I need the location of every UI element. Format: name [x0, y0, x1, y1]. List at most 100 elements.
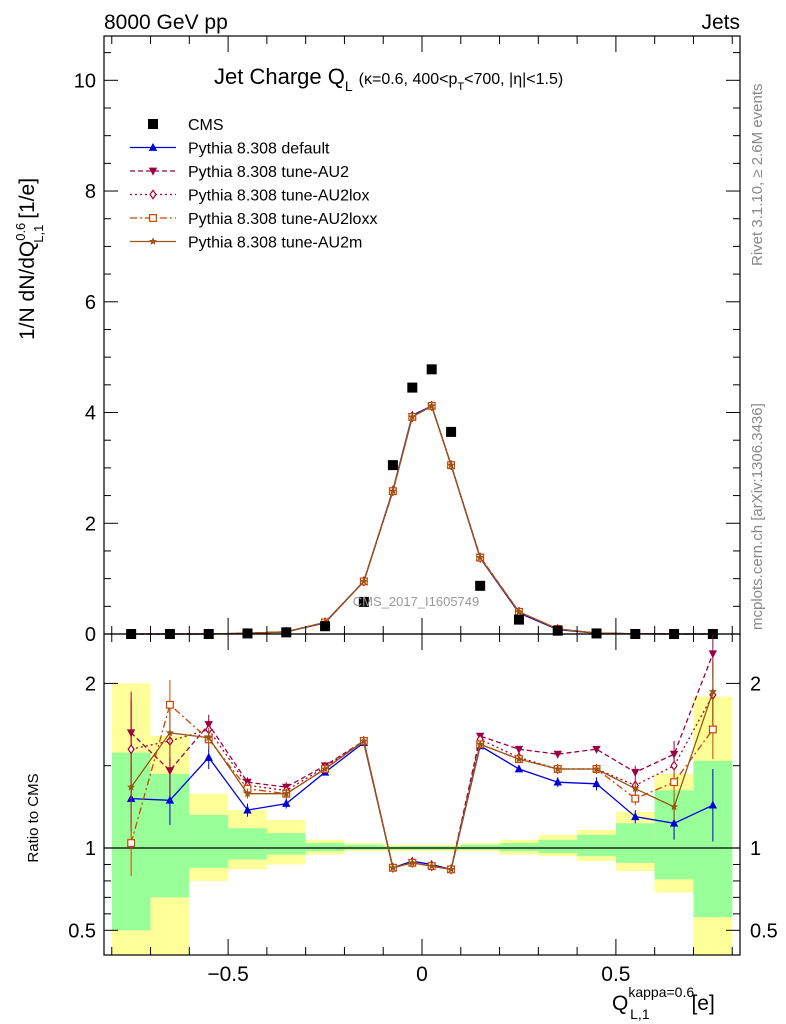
ratio-point-default: [514, 764, 524, 773]
x-label-sup: kappa=0.6: [628, 984, 694, 1000]
ratio-point-au2m: [282, 789, 291, 798]
ratio-point-au2m: [127, 782, 136, 791]
band-inner-bin: [538, 839, 578, 853]
cms-point-shape: [426, 364, 437, 375]
legend-marker-cms: [148, 119, 158, 129]
cms-point-shape: [552, 625, 563, 636]
cms-point: [513, 614, 524, 625]
band-inner-bin: [189, 815, 229, 868]
ratio-point-au2m-shape: [447, 865, 456, 873]
cms-point-shape: [281, 627, 292, 638]
point-au2m-shape: [408, 412, 417, 421]
ratio-point-au2m: [408, 858, 417, 867]
legend: CMS Pythia 8.308 default Pythia 8.308 tune…: [130, 117, 377, 252]
cms-point-shape: [475, 580, 486, 591]
band-inner-bin: [344, 844, 384, 850]
ratio-point-au2loxx-shape: [708, 725, 717, 734]
header-left: 8000 GeV pp: [104, 11, 228, 34]
band-inner-bin: [577, 834, 616, 857]
point-au2m-shape: [388, 486, 397, 495]
ratio-point-au2lox-shape: [670, 760, 678, 771]
ratio-point-au2loxx: [631, 794, 640, 803]
ratio-point-au2m-shape: [515, 754, 523, 763]
ratio-point-au2m-shape: [243, 789, 252, 798]
y-label-sub: L,1: [31, 225, 46, 243]
ratio-point-default-shape: [553, 777, 562, 786]
ratio-point-au2: [514, 745, 524, 754]
mcplots-label: mcplots.cern.ch [arXiv:1306.3436]: [749, 403, 766, 630]
legend-label-default: Pythia 8.308 default: [188, 141, 330, 158]
rivet-label: Rivet 3.1.10, ≥ 2.6M events: [749, 84, 766, 267]
title-main-sub: L: [345, 78, 353, 94]
title-main: Jet Charge Q: [214, 64, 345, 89]
x-axis-label: Qkappa=0.6 L,1 [e]: [612, 984, 715, 1022]
ratio-point-default-shape: [165, 795, 175, 804]
point-au2m: [359, 577, 368, 585]
header-right: Jets: [701, 11, 740, 34]
ratio-point-au2lox-shape: [127, 743, 135, 755]
ratio-point-au2m: [243, 789, 252, 798]
ratio-point-au2m-shape: [165, 728, 174, 737]
ratio-point-au2-shape: [592, 745, 601, 754]
y-tick-label: 10: [74, 70, 96, 92]
y-label-post: [1/e]: [16, 178, 39, 225]
y-tick-label: 8: [85, 181, 96, 203]
legend-label-au2lox: Pythia 8.308 tune-AU2lox: [188, 188, 369, 205]
ratio-point-default-shape: [243, 805, 252, 814]
ratio-y-label: Ratio to CMS: [25, 773, 42, 862]
y-label-sup: 0.6: [13, 223, 28, 241]
point-au2m: [476, 553, 485, 561]
legend-marker-au2loxx: [149, 214, 157, 222]
legend-marker-au2lox-shape: [149, 189, 157, 200]
ratio-point-au2loxx-shape: [127, 839, 136, 848]
ratio-point-au2m-shape: [427, 861, 436, 870]
x-tick-label: −0.5: [207, 963, 248, 986]
ratio-point-au2: [631, 768, 640, 777]
legend-marker-au2-shape: [148, 167, 158, 176]
watermark: CMS_2017_I1605749: [353, 594, 480, 609]
ratio-point-au2m: [553, 764, 562, 773]
ratio-point-au2m-shape: [408, 858, 417, 867]
y-axis-label: 1/N dN/dQ0.6 L,1 [1/e]: [13, 178, 46, 340]
y-label-pre: 1/N dN/dQ: [16, 241, 39, 340]
y-tick-label: 6: [85, 292, 96, 314]
ratio-point-au2m: [204, 733, 213, 742]
ratio-y-tick-label: 1: [85, 838, 96, 860]
ratio-point-au2loxx: [127, 839, 136, 848]
ratio-point-au2m: [165, 728, 174, 737]
ratio-point-au2-shape: [708, 650, 718, 659]
legend-marker-au2: [148, 167, 158, 176]
ratio-point-au2m: [592, 764, 601, 773]
ratio-point-default-shape: [204, 752, 213, 761]
ratio-y-tick-label: 0.5: [68, 920, 96, 942]
ratio-y-tick-label-right: 0.5: [750, 920, 778, 942]
legend-label-au2loxx: Pythia 8.308 tune-AU2loxx: [188, 211, 377, 228]
ratio-point-au2m-shape: [321, 764, 329, 773]
title-cut: (κ=0.6, 400<p: [359, 71, 458, 88]
ratio-point-default: [631, 812, 640, 821]
cms-point: [281, 627, 292, 638]
band-inner-bin: [499, 843, 539, 852]
ratio-point-au2-shape: [514, 745, 524, 754]
ratio-point-au2loxx: [670, 778, 679, 787]
ratio-point-au2loxx: [708, 725, 717, 734]
x-tick-label: 0: [416, 963, 428, 986]
ratio-point-au2m: [631, 784, 640, 793]
ratio-point-au2m-shape: [670, 802, 679, 811]
ratio-point-au2m: [388, 863, 397, 872]
band-inner-bin: [305, 843, 345, 852]
cms-point: [552, 625, 563, 636]
legend-marker-default-shape: [148, 142, 158, 151]
ratio-point-au2m: [359, 736, 368, 745]
ratio-point-au2lox: [127, 743, 135, 755]
legend-marker-cms-shape: [148, 119, 158, 129]
band-inner-bin: [228, 828, 267, 860]
legend-label-au2m: Pythia 8.308 tune-AU2m: [188, 235, 362, 252]
cms-point: [475, 580, 486, 591]
x-tick-label: 0.5: [601, 963, 630, 986]
point-au2m: [515, 607, 523, 616]
cms-point-shape: [446, 426, 457, 437]
ratio-point-au2m-shape: [708, 687, 717, 695]
cms-point: [426, 364, 437, 375]
